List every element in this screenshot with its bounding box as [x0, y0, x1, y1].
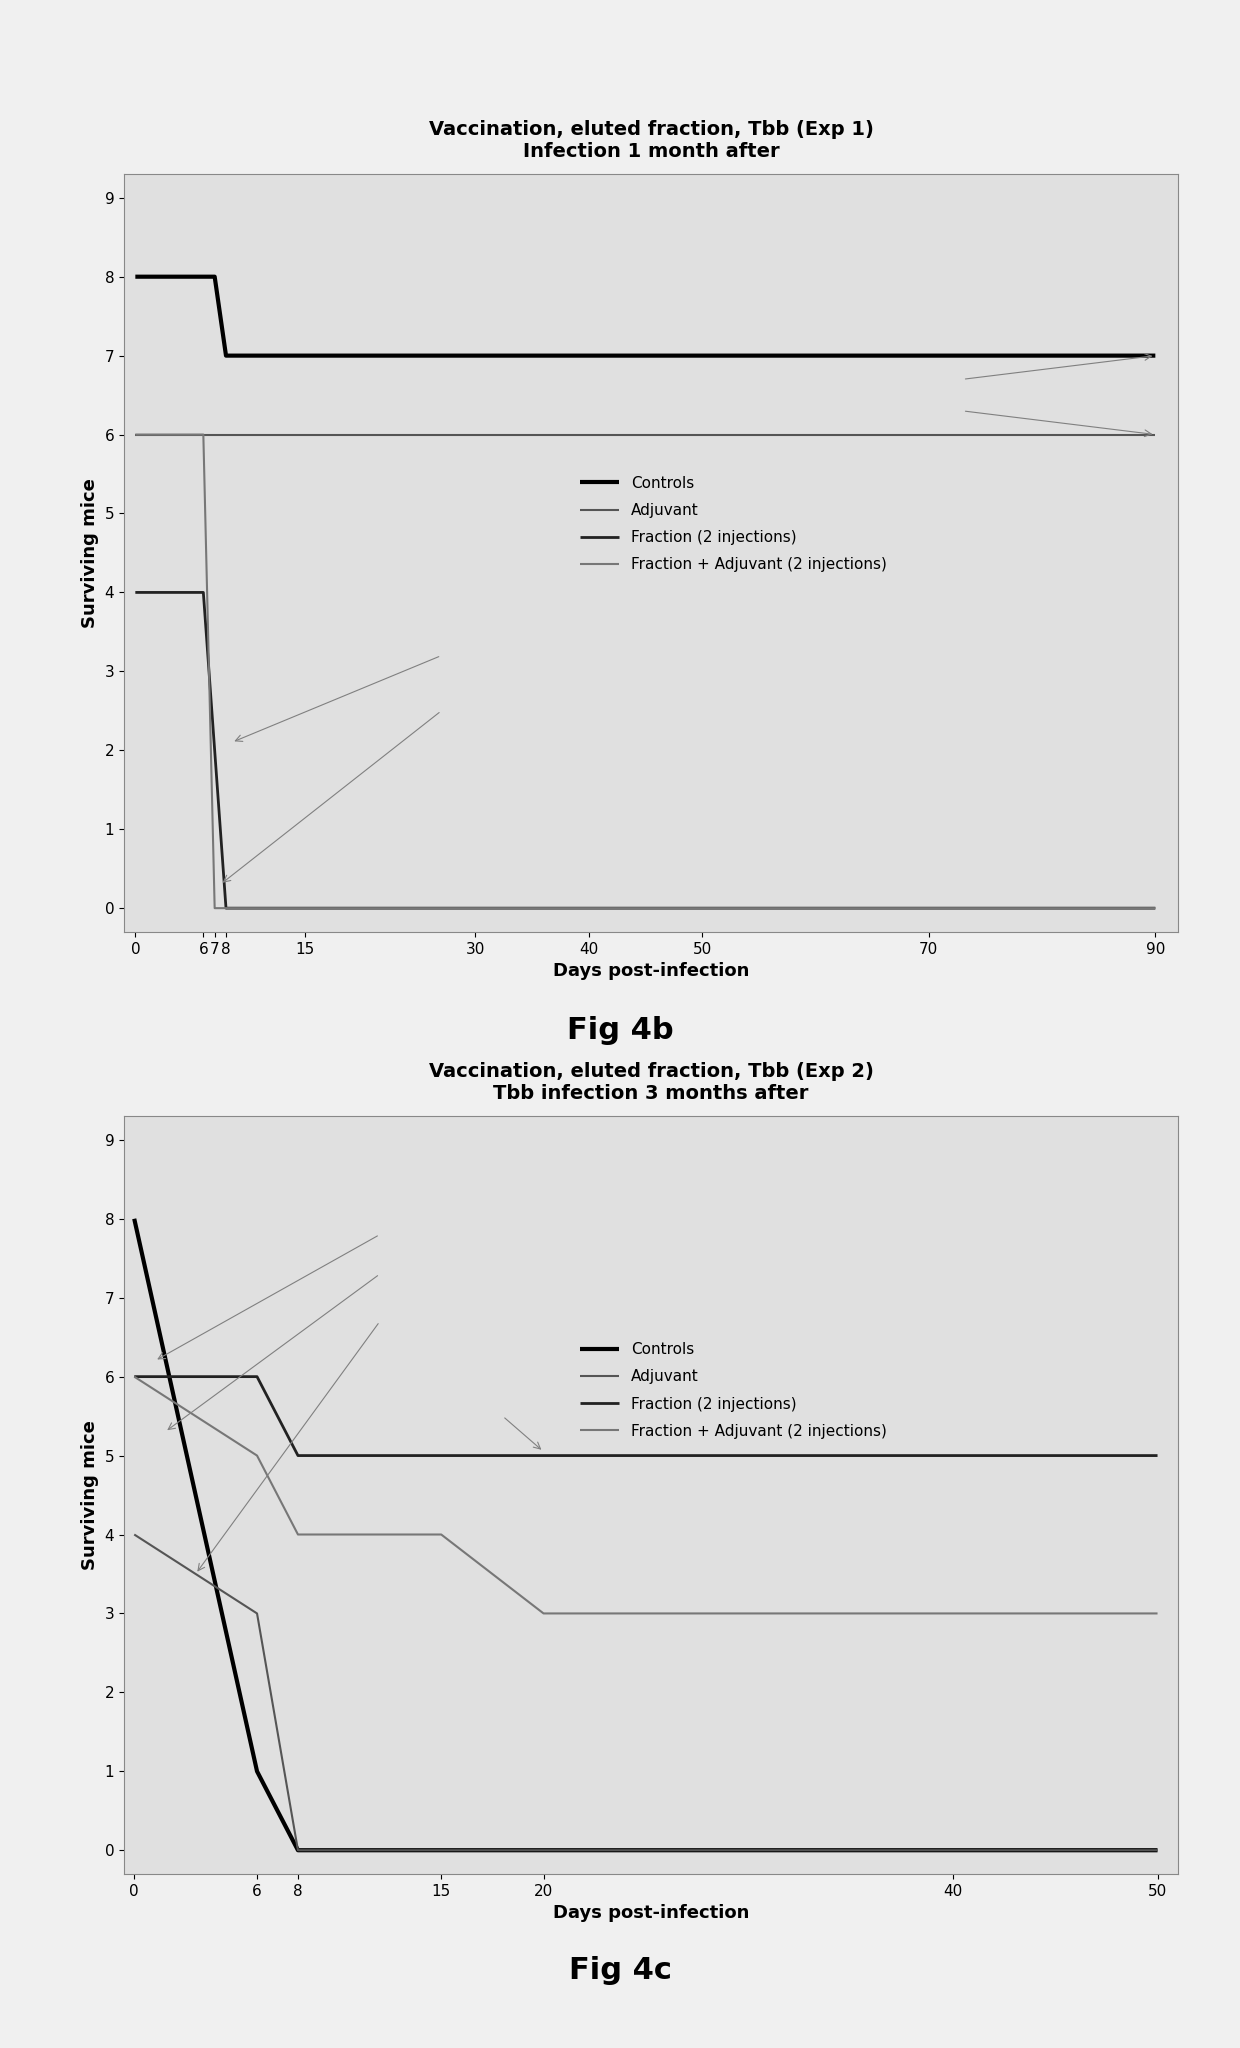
Controls — [126, 1206, 141, 1231]
Fraction (2 injections) — [207, 737, 222, 762]
Text: Fig 4b: Fig 4b — [567, 1016, 673, 1044]
Line: Fraction (2 injections): Fraction (2 injections) — [134, 1376, 1157, 1456]
Fraction + Adjuvant (2 injections) — [1148, 895, 1163, 920]
Fraction (2 injections) — [290, 1444, 305, 1468]
Fraction (2 injections) — [126, 1364, 141, 1389]
Adjuvant — [126, 1522, 141, 1546]
Line: Controls: Controls — [135, 276, 1156, 356]
Fraction (2 injections) — [196, 580, 211, 604]
Adjuvant — [290, 1837, 305, 1862]
Line: Adjuvant: Adjuvant — [134, 1534, 1157, 1849]
Fraction (2 injections) — [1148, 895, 1163, 920]
Fraction + Adjuvant (2 injections) — [536, 1602, 551, 1626]
X-axis label: Days post-infection: Days post-infection — [553, 1905, 749, 1923]
Legend: Controls, Adjuvant, Fraction (2 injections), Fraction + Adjuvant (2 injections): Controls, Adjuvant, Fraction (2 injectio… — [574, 1335, 893, 1444]
Line: Controls: Controls — [134, 1219, 1157, 1849]
Fraction (2 injections) — [218, 895, 233, 920]
Fraction (2 injections) — [1149, 1444, 1164, 1468]
Fraction + Adjuvant (2 injections) — [249, 1444, 264, 1468]
Controls — [218, 344, 233, 369]
Controls — [1149, 1837, 1164, 1862]
Fraction + Adjuvant (2 injections) — [290, 1522, 305, 1546]
Adjuvant — [1149, 1837, 1164, 1862]
Title: Vaccination, eluted fraction, Tbb (Exp 2)
Tbb infection 3 months after: Vaccination, eluted fraction, Tbb (Exp 2… — [429, 1063, 873, 1104]
Line: Fraction + Adjuvant (2 injections): Fraction + Adjuvant (2 injections) — [135, 434, 1156, 907]
Text: Fig 4c: Fig 4c — [569, 1956, 671, 1985]
Fraction (2 injections) — [434, 1444, 449, 1468]
Controls — [249, 1759, 264, 1784]
Adjuvant — [249, 1602, 264, 1626]
Line: Fraction + Adjuvant (2 injections): Fraction + Adjuvant (2 injections) — [134, 1376, 1157, 1614]
Line: Fraction (2 injections): Fraction (2 injections) — [135, 592, 1156, 907]
Fraction + Adjuvant (2 injections) — [196, 422, 211, 446]
Title: Vaccination, eluted fraction, Tbb (Exp 1)
Infection 1 month after: Vaccination, eluted fraction, Tbb (Exp 1… — [429, 121, 873, 162]
Fraction + Adjuvant (2 injections) — [126, 1364, 141, 1389]
Controls — [128, 264, 143, 289]
Controls — [290, 1837, 305, 1862]
Controls — [207, 264, 222, 289]
Y-axis label: Surviving mice: Surviving mice — [81, 1419, 99, 1571]
Controls — [1148, 344, 1163, 369]
Y-axis label: Surviving mice: Surviving mice — [81, 477, 99, 629]
Fraction + Adjuvant (2 injections) — [207, 895, 222, 920]
Legend: Controls, Adjuvant, Fraction (2 injections), Fraction + Adjuvant (2 injections): Controls, Adjuvant, Fraction (2 injectio… — [574, 469, 893, 578]
Fraction + Adjuvant (2 injections) — [1149, 1602, 1164, 1626]
Fraction + Adjuvant (2 injections) — [434, 1522, 449, 1546]
X-axis label: Days post-infection: Days post-infection — [553, 963, 749, 981]
Fraction + Adjuvant (2 injections) — [128, 422, 143, 446]
Fraction (2 injections) — [128, 580, 143, 604]
Fraction (2 injections) — [249, 1364, 264, 1389]
